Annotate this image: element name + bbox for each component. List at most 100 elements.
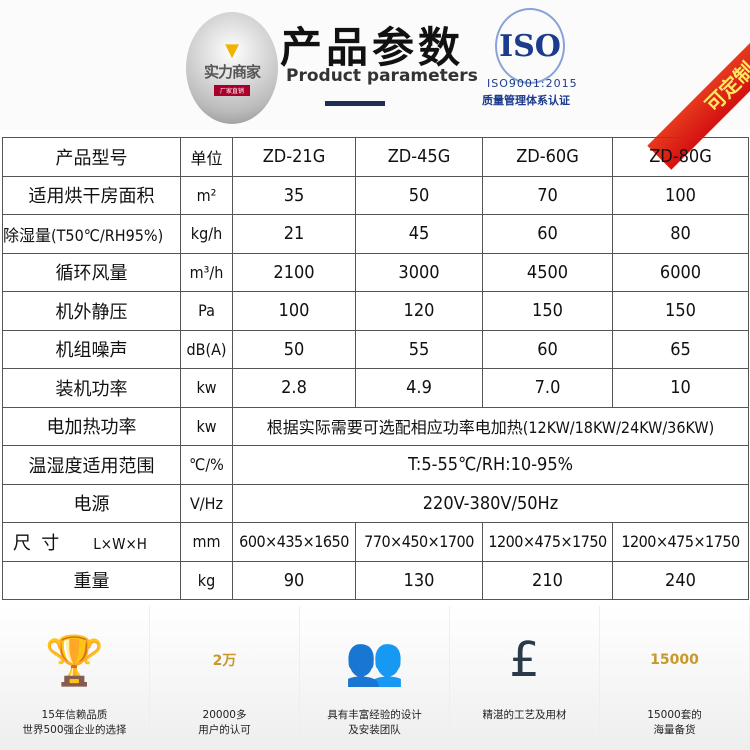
icon-badge-text: 15000 (650, 652, 699, 668)
table-cell: Pa (180, 291, 233, 331)
table-cell: 除湿量(T50℃/RH95%) (2, 214, 181, 254)
table-cell: V/Hz (180, 483, 233, 523)
table-cell: T:5-55℃/RH:10-95% (232, 445, 749, 485)
table-cell: 90 (232, 560, 356, 600)
table-row: 机外静压 Pa 100 120 150 150 (2, 291, 749, 331)
table-cell: 770×450×1700 (355, 522, 483, 562)
size-label-cell: 尺 寸 L×W×H (2, 522, 181, 562)
table-cell: 55 (355, 329, 483, 369)
table-row: 适用烘干房面积 m² 35 50 70 100 (2, 175, 749, 215)
table-cell: kg (180, 560, 233, 600)
table-cell: 重量 (2, 560, 181, 600)
team-icon: 👥 (344, 632, 405, 689)
table-row-size: 尺 寸 L×W×H mm 600×435×1650 770×450×1700 1200×4… (2, 522, 749, 562)
feature-item: £ 精湛的工艺及用材 (450, 606, 600, 750)
logo-text: 实力商家 (203, 63, 261, 81)
feature-text: 世界500强企业的选择 (22, 724, 127, 736)
header: ▼ 实力商家 厂家直销 产品参数 Product parameters ISO … (0, 0, 750, 170)
table-cell: 2.8 (232, 368, 356, 408)
table-cell: 150 (612, 291, 749, 331)
table-cell: 150 (482, 291, 613, 331)
table-cell: 1200×475×1750 (482, 522, 613, 562)
table-cell: 3000 (355, 252, 483, 292)
feature-item: 🏆 15年信赖品质 世界500强企业的选择 (0, 606, 150, 750)
table-cell: 10 (612, 368, 749, 408)
feature-item: 👥 具有丰富经验的设计 及安装团队 (300, 606, 450, 750)
magnifier-icon: 15000 (650, 620, 699, 700)
table-cell: 7.0 (482, 368, 613, 408)
feature-text: 15000套的 (647, 709, 702, 721)
feature-text: 海量备货 (653, 724, 696, 736)
table-row: 机组噪声 dB(A) 50 55 60 65 (2, 329, 749, 369)
table-cell: 根据实际需要可选配相应功率电加热(12KW/18KW/24KW/36KW) (232, 406, 749, 446)
header-cell: ZD-80G (612, 137, 749, 177)
table-cell: dB(A) (180, 329, 233, 369)
size-label: 尺 寸 (13, 532, 60, 554)
table-row-weight: 重量 kg 90 130 210 240 (2, 560, 749, 600)
table-header-row: 产品型号 单位 ZD-21G ZD-45G ZD-60G ZD-80G (2, 137, 749, 177)
table-row: 除湿量(T50℃/RH95%) kg/h 21 45 60 80 (2, 214, 749, 254)
table-cell: 机外静压 (2, 291, 181, 331)
table-cell: 130 (355, 560, 483, 600)
table-cell: 电加热功率 (2, 406, 181, 446)
bull-icon: ▼ (225, 40, 239, 61)
dimension-label: L×W×H (93, 534, 147, 553)
shop-logo: ▼ 实力商家 厂家直销 (186, 12, 278, 124)
table-row: 循环风量 m³/h 2100 3000 4500 6000 (2, 252, 749, 292)
page-title: 产品参数 (280, 23, 465, 72)
header-cell: 产品型号 (2, 137, 181, 177)
feature-text: 20000多 (202, 709, 247, 721)
table-cell: 220V-380V/50Hz (232, 483, 749, 523)
table-cell: 50 (355, 175, 483, 215)
laurel-badge-icon: 2万 (213, 620, 237, 700)
table-cell: 60 (482, 329, 613, 369)
header-cell: 单位 (180, 137, 233, 177)
table-cell: 装机功率 (2, 368, 181, 408)
table-cell: 120 (355, 291, 483, 331)
table-cell: 65 (612, 329, 749, 369)
table-cell: 机组噪声 (2, 329, 181, 369)
table-cell: 100 (232, 291, 356, 331)
table-row: 电加热功率 kw 根据实际需要可选配相应功率电加热(12KW/18KW/24KW/3… (2, 406, 749, 446)
table-cell: 210 (482, 560, 613, 600)
table-cell: 4.9 (355, 368, 483, 408)
table-cell: 60 (482, 214, 613, 254)
page-subtitle: Product parameters (286, 66, 478, 86)
table-cell: 240 (612, 560, 749, 600)
header-cell: ZD-21G (232, 137, 356, 177)
logo-badge: 厂家直销 (213, 85, 250, 96)
table-cell: 45 (355, 214, 483, 254)
table-cell: m³/h (180, 252, 233, 292)
feature-strip: 🏆 15年信赖品质 世界500强企业的选择 2万 20000多 用户的认可 👥 具有丰富经验的… (0, 606, 750, 750)
iso-cert: ISO9001:2015 (487, 77, 578, 90)
table-cell: ℃/% (180, 445, 233, 485)
table-cell: 温湿度适用范围 (2, 445, 181, 485)
header-cell: ZD-60G (482, 137, 613, 177)
table-cell: 适用烘干房面积 (2, 175, 181, 215)
table-cell: 6000 (612, 252, 749, 292)
feature-text: 具有丰富经验的设计 (327, 709, 422, 721)
table-cell: 电源 (2, 483, 181, 523)
table-cell: 80 (612, 214, 749, 254)
table-cell: 1200×475×1750 (612, 522, 749, 562)
feature-text: 15年信赖品质 (41, 709, 108, 721)
table-cell: kg/h (180, 214, 233, 254)
header-cell: ZD-45G (355, 137, 483, 177)
table-row: 温湿度适用范围 ℃/% T:5-55℃/RH:10-95% (2, 445, 749, 485)
table-cell: 循环风量 (2, 252, 181, 292)
feature-text: 及安装团队 (348, 724, 401, 736)
feature-text: 用户的认可 (198, 724, 251, 736)
table-cell: kw (180, 368, 233, 408)
table-cell: 2100 (232, 252, 356, 292)
table-cell: 600×435×1650 (232, 522, 356, 562)
table-row: 装机功率 kw 2.8 4.9 7.0 10 (2, 368, 749, 408)
table-cell: 100 (612, 175, 749, 215)
table-cell: 70 (482, 175, 613, 215)
table-row: 电源 V/Hz 220V-380V/50Hz (2, 483, 749, 523)
feature-text: 精湛的工艺及用材 (482, 709, 567, 721)
quality-seal-icon: £ (509, 632, 540, 688)
table-cell: 21 (232, 214, 356, 254)
table-cell: 35 (232, 175, 356, 215)
parameter-table: 产品型号 单位 ZD-21G ZD-45G ZD-60G ZD-80G 适用烘干房面积 m² 3… (2, 137, 749, 600)
iso-globe-icon: ISO (495, 8, 565, 84)
